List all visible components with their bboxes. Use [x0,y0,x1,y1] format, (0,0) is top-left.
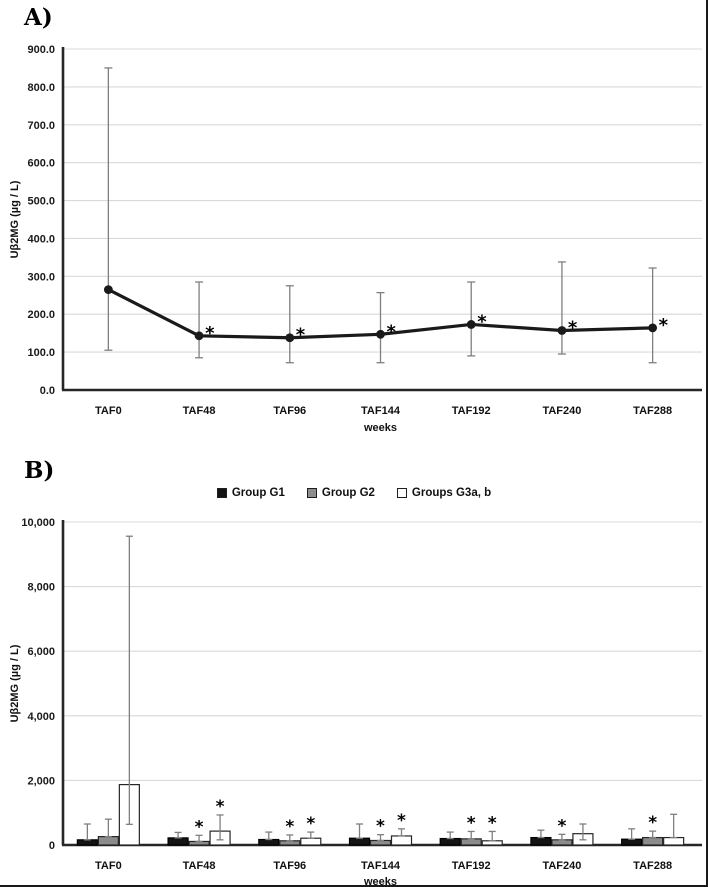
svg-text:900.0: 900.0 [27,44,55,56]
svg-text:TAF240: TAF240 [542,860,581,872]
legend-item-group-g2: Group G2 [306,487,375,499]
svg-text:*: * [648,813,657,833]
svg-text:0: 0 [49,840,55,852]
svg-text:300.0: 300.0 [27,271,55,283]
svg-text:100.0: 100.0 [27,347,55,359]
legend-label: Group G2 [321,487,375,499]
svg-text:TAF288: TAF288 [633,860,672,872]
bar-chart-legend: Group G1 Group G2 Groups G3a, b [0,487,706,499]
svg-text:*: * [195,817,204,837]
svg-text:Uβ2MG (µg / L): Uβ2MG (µg / L) [9,644,21,722]
svg-text:*: * [387,321,397,342]
svg-text:TAF192: TAF192 [452,405,491,417]
svg-text:TAF48: TAF48 [183,860,216,872]
svg-text:weeks: weeks [363,422,397,434]
svg-text:10,000: 10,000 [21,517,55,529]
svg-text:*: * [296,325,306,346]
bar-chart-panel-b: 0 2,000 4,000 6,000 8,000 10,000 TAF0 TAF48 TAF9… [9,517,702,887]
svg-text:TAF48: TAF48 [183,405,216,417]
svg-text:4,000: 4,000 [27,711,55,723]
svg-text:TAF0: TAF0 [95,860,122,872]
group-g2-swatch-icon [306,488,317,498]
svg-text:*: * [477,311,487,332]
svg-text:*: * [659,315,669,336]
svg-text:700.0: 700.0 [27,120,55,132]
svg-text:TAF144: TAF144 [361,405,401,417]
svg-text:TAF192: TAF192 [452,860,491,872]
legend-item-group-g1: Group G1 [216,487,285,499]
svg-text:2,000: 2,000 [27,775,55,787]
panel-b-label: B) [24,457,55,484]
svg-text:*: * [467,813,476,833]
svg-text:TAF288: TAF288 [633,405,672,417]
group-g1-swatch-icon [216,488,227,498]
svg-text:6,000: 6,000 [27,646,55,658]
svg-text:*: * [205,323,215,344]
svg-text:500.0: 500.0 [27,196,55,208]
svg-text:*: * [488,813,497,833]
svg-text:TAF0: TAF0 [95,405,122,417]
svg-text:600.0: 600.0 [27,158,55,170]
svg-text:200.0: 200.0 [27,309,55,321]
svg-text:0.0: 0.0 [40,385,55,397]
panel-a-label: A) [24,4,53,31]
groups-g3ab-swatch-icon [396,488,407,498]
svg-text:*: * [568,318,578,339]
svg-text:*: * [376,817,385,837]
svg-text:*: * [306,814,315,834]
legend-item-groups-g3ab: Groups G3a, b [396,487,492,499]
svg-text:TAF144: TAF144 [361,860,401,872]
svg-text:TAF96: TAF96 [273,405,306,417]
svg-text:Uβ2MG (µg / L): Uβ2MG (µg / L) [9,180,21,258]
svg-text:*: * [557,816,566,836]
svg-text:*: * [285,817,294,837]
svg-text:800.0: 800.0 [27,82,55,94]
svg-text:weeks: weeks [363,876,397,887]
svg-text:TAF240: TAF240 [542,405,581,417]
line-chart-panel-a: 0.0 100.0 200.0 300.0 400.0 500.0 600.0 700.0 80… [9,44,702,434]
svg-text:*: * [397,811,406,831]
svg-text:TAF96: TAF96 [273,860,306,872]
svg-text:400.0: 400.0 [27,233,55,245]
legend-label: Group G1 [231,487,285,499]
svg-text:8,000: 8,000 [27,582,55,594]
legend-label: Groups G3a, b [411,487,492,499]
svg-text:*: * [216,797,225,817]
